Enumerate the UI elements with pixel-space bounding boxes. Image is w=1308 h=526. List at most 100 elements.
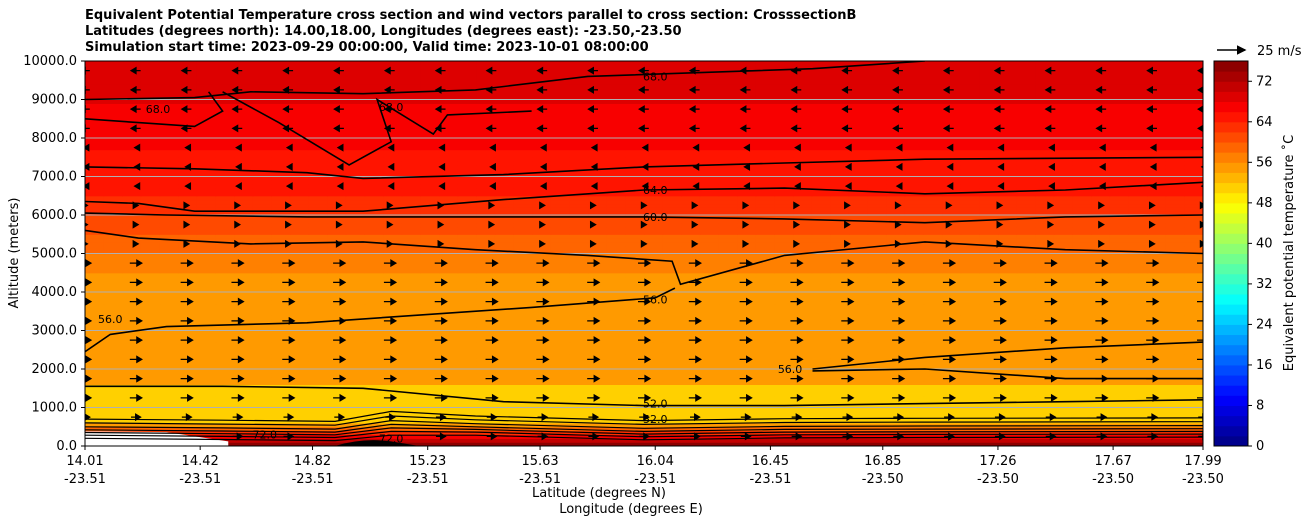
- contour-band-cell: [1091, 353, 1111, 359]
- contour-band-cell: [718, 126, 738, 131]
- contour-band-cell: [308, 372, 328, 378]
- contour-band-cell: [774, 407, 794, 412]
- contour-band-cell: [159, 176, 179, 181]
- contour-band-cell: [755, 426, 776, 432]
- contour-band-cell: [755, 241, 776, 247]
- contour-band-cell: [923, 280, 943, 285]
- contour-band-cell: [1035, 369, 1055, 374]
- contour-band-cell: [699, 311, 720, 316]
- contour-band-cell: [1128, 365, 1148, 370]
- contour-band-cell: [1109, 284, 1130, 289]
- contour-band-cell: [681, 145, 701, 151]
- contour-band-cell: [252, 303, 272, 308]
- contour-band-cell: [364, 138, 384, 143]
- contour-band-cell: [345, 292, 366, 297]
- contour-band-cell: [886, 334, 906, 339]
- contour-band-cell: [364, 191, 384, 197]
- contour-band-cell: [923, 168, 943, 174]
- contour-band-cell: [923, 203, 943, 208]
- contour-band-cell: [345, 361, 366, 366]
- contour-band-cell: [252, 392, 272, 397]
- contour-band-cell: [550, 380, 571, 385]
- contour-band-cell: [811, 307, 831, 312]
- contour-band-cell: [215, 257, 235, 262]
- contour-band-cell: [364, 419, 384, 424]
- contour-band-cell: [103, 241, 123, 247]
- contour-band-cell: [960, 234, 980, 239]
- contour-band-cell: [476, 349, 496, 355]
- contour-band-cell: [494, 234, 515, 239]
- contour-band-cell: [103, 176, 123, 181]
- contour-band-cell: [979, 369, 999, 374]
- contour-band-cell: [308, 345, 328, 351]
- contour-band-cell: [494, 338, 515, 343]
- contour-band-cell: [420, 157, 440, 162]
- contour-band-cell: [1072, 326, 1092, 332]
- contour-band-cell: [1016, 322, 1036, 328]
- contour-band-cell: [234, 303, 254, 308]
- contour-band-cell: [383, 372, 403, 378]
- contour-band-cell: [569, 288, 589, 293]
- contour-band-cell: [1091, 365, 1111, 370]
- contour-band-cell: [439, 238, 459, 243]
- contour-band-cell: [383, 365, 403, 370]
- contour-band-cell: [159, 392, 179, 397]
- contour-band-cell: [1109, 280, 1130, 285]
- contour-band-cell: [439, 249, 459, 255]
- contour-band-cell: [793, 226, 813, 231]
- contour-band-cell: [644, 199, 664, 205]
- contour-band-cell: [271, 303, 291, 308]
- contour-band-cell: [1091, 422, 1111, 428]
- contour-band-cell: [998, 191, 1018, 197]
- contour-band-cell: [140, 268, 161, 274]
- contour-band-cell: [308, 380, 328, 385]
- contour-band-cell: [550, 392, 571, 397]
- contour-band-cell: [588, 161, 608, 166]
- contour-band-cell: [215, 188, 235, 193]
- contour-band-cell: [401, 288, 421, 293]
- contour-band-cell: [1072, 207, 1092, 212]
- contour-band-cell: [215, 226, 235, 231]
- contour-band-cell: [103, 238, 123, 243]
- contour-band-cell: [942, 334, 962, 339]
- contour-band-cell: [588, 380, 608, 385]
- contour-band-cell: [904, 188, 925, 193]
- contour-band-cell: [942, 372, 962, 378]
- contour-band-cell: [457, 257, 477, 262]
- contour-band-cell: [588, 403, 608, 409]
- contour-band-cell: [606, 195, 626, 201]
- contour-band-cell: [196, 272, 217, 278]
- contour-band-cell: [811, 238, 831, 243]
- contour-band-cell: [140, 211, 161, 216]
- contour-band-cell: [960, 372, 980, 378]
- contour-band-cell: [755, 284, 776, 289]
- contour-band-cell: [737, 191, 757, 197]
- contour-band-cell: [904, 184, 925, 189]
- contour-band-cell: [252, 265, 272, 270]
- contour-band-cell: [532, 180, 552, 185]
- contour-band-cell: [103, 349, 123, 355]
- contour-band-cell: [215, 349, 235, 355]
- contour-band-cell: [886, 272, 906, 278]
- contour-band-cell: [532, 288, 552, 293]
- contour-band-cell: [699, 295, 720, 301]
- contour-band-cell: [942, 226, 962, 231]
- contour-band-cell: [271, 207, 291, 212]
- contour-band-cell: [1053, 164, 1074, 170]
- contour-band-cell: [215, 342, 235, 347]
- contour-band-cell: [420, 407, 440, 412]
- contour-band-cell: [494, 384, 515, 389]
- contour-band-cell: [476, 388, 496, 393]
- contour-band-cell: [383, 369, 403, 374]
- contour-band-cell: [1016, 430, 1036, 436]
- contour-band-cell: [904, 315, 925, 320]
- contour-band-cell: [234, 238, 254, 243]
- contour-band-cell: [755, 272, 776, 278]
- contour-band-cell: [904, 234, 925, 239]
- contour-band-cell: [1147, 272, 1167, 278]
- contour-band-cell: [867, 430, 887, 436]
- contour-band-cell: [1035, 330, 1055, 335]
- contour-band-cell: [793, 218, 813, 224]
- contour-band-cell: [606, 280, 626, 285]
- contour-band-cell: [550, 365, 571, 370]
